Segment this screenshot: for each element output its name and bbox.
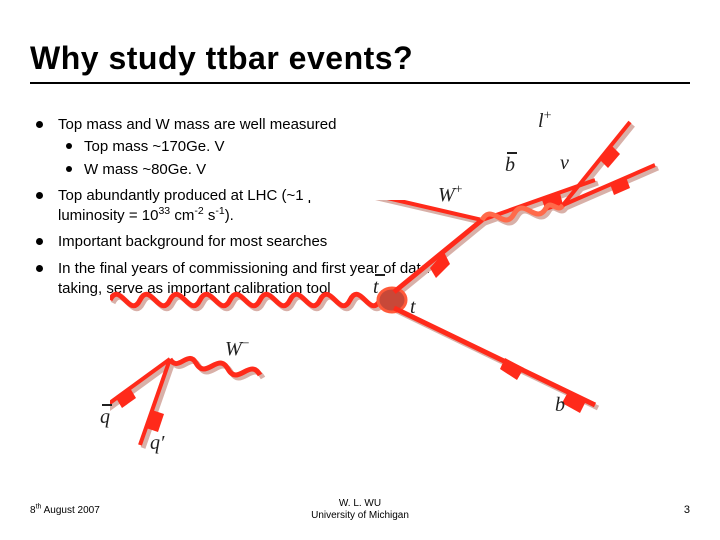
- footer-author: W. L. WU: [0, 498, 720, 510]
- wplus-sup: +: [455, 182, 463, 197]
- label-Wminus: W−: [225, 338, 250, 361]
- tbar-bar: [375, 274, 385, 276]
- slide-title: Why study ttbar events?: [30, 40, 413, 77]
- footer-affiliation: University of Michigan: [0, 510, 720, 522]
- wminus-sup: −: [242, 336, 250, 351]
- label-nu: ν: [560, 152, 569, 175]
- title-underline: [30, 82, 690, 84]
- wplus-w: W: [438, 184, 455, 206]
- footer-center: W. L. WU University of Michigan: [0, 498, 720, 522]
- lplus-sup: +: [544, 108, 552, 123]
- wminus-w: W: [225, 338, 242, 360]
- diagram-svg: [110, 110, 670, 450]
- label-lplus: l+: [538, 110, 551, 133]
- label-q: q: [100, 406, 110, 429]
- label-qprime: q′: [150, 432, 164, 455]
- q-bar: [102, 404, 112, 406]
- feynman-diagram: l+ ν W+ t t b b W− q q′: [110, 110, 670, 450]
- label-b: b: [555, 394, 565, 417]
- label-bbar: b: [505, 154, 515, 177]
- label-tbar: t: [373, 276, 379, 299]
- label-t: t: [410, 296, 416, 319]
- label-Wplus: W+: [438, 184, 463, 207]
- footer-page: 3: [684, 504, 690, 516]
- bbar-bar: [507, 152, 517, 154]
